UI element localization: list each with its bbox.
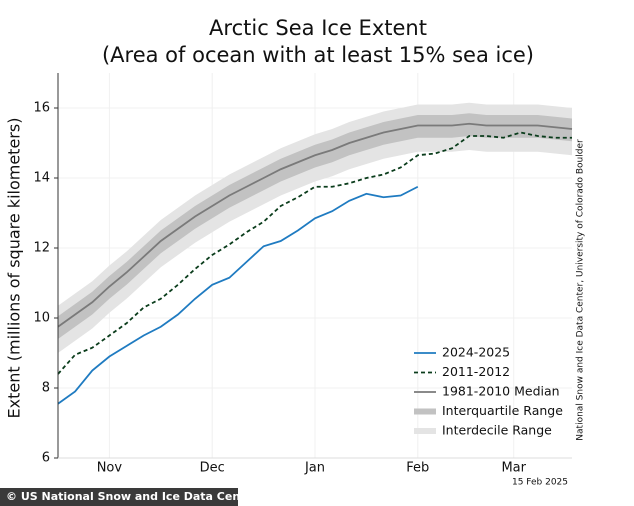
y-tick-label: 8 [42,381,50,396]
x-tick-label: Nov [97,461,123,476]
x-tick-label: Jan [304,461,325,476]
series-line [57,122,573,328]
x-tick-label: Mar [501,461,526,476]
y-tick-label: 12 [33,241,50,256]
chart-subtitle: (Area of ocean with at least 15% sea ice… [102,43,534,67]
legend-label: 1981-2010 Median [442,384,560,399]
credit-bar [0,488,238,506]
x-tick-label: Dec [200,461,225,476]
credit: © US National Snow and Ice Data Center [6,490,259,503]
legend-label: 2011-2012 [442,364,510,379]
series-line [57,185,419,405]
date-note: 15 Feb 2025 [512,478,568,488]
x-tick-label: Feb [406,461,429,476]
y-tick-label: 14 [33,171,50,186]
legend-label: Interdecile Range [442,423,552,438]
legend-label: Interquartile Range [442,403,563,418]
y-axis-label: Extent (millions of square kilometers) [5,118,24,419]
source-note: National Snow and Ice Data Center, Unive… [576,139,586,441]
range-band [58,113,572,339]
y-tick-label: 6 [42,451,50,466]
y-tick-label: 16 [33,101,50,116]
legend-label: 2024-2025 [442,345,510,360]
chart-title: Arctic Sea Ice Extent [209,16,427,40]
y-tick-label: 10 [33,311,50,326]
